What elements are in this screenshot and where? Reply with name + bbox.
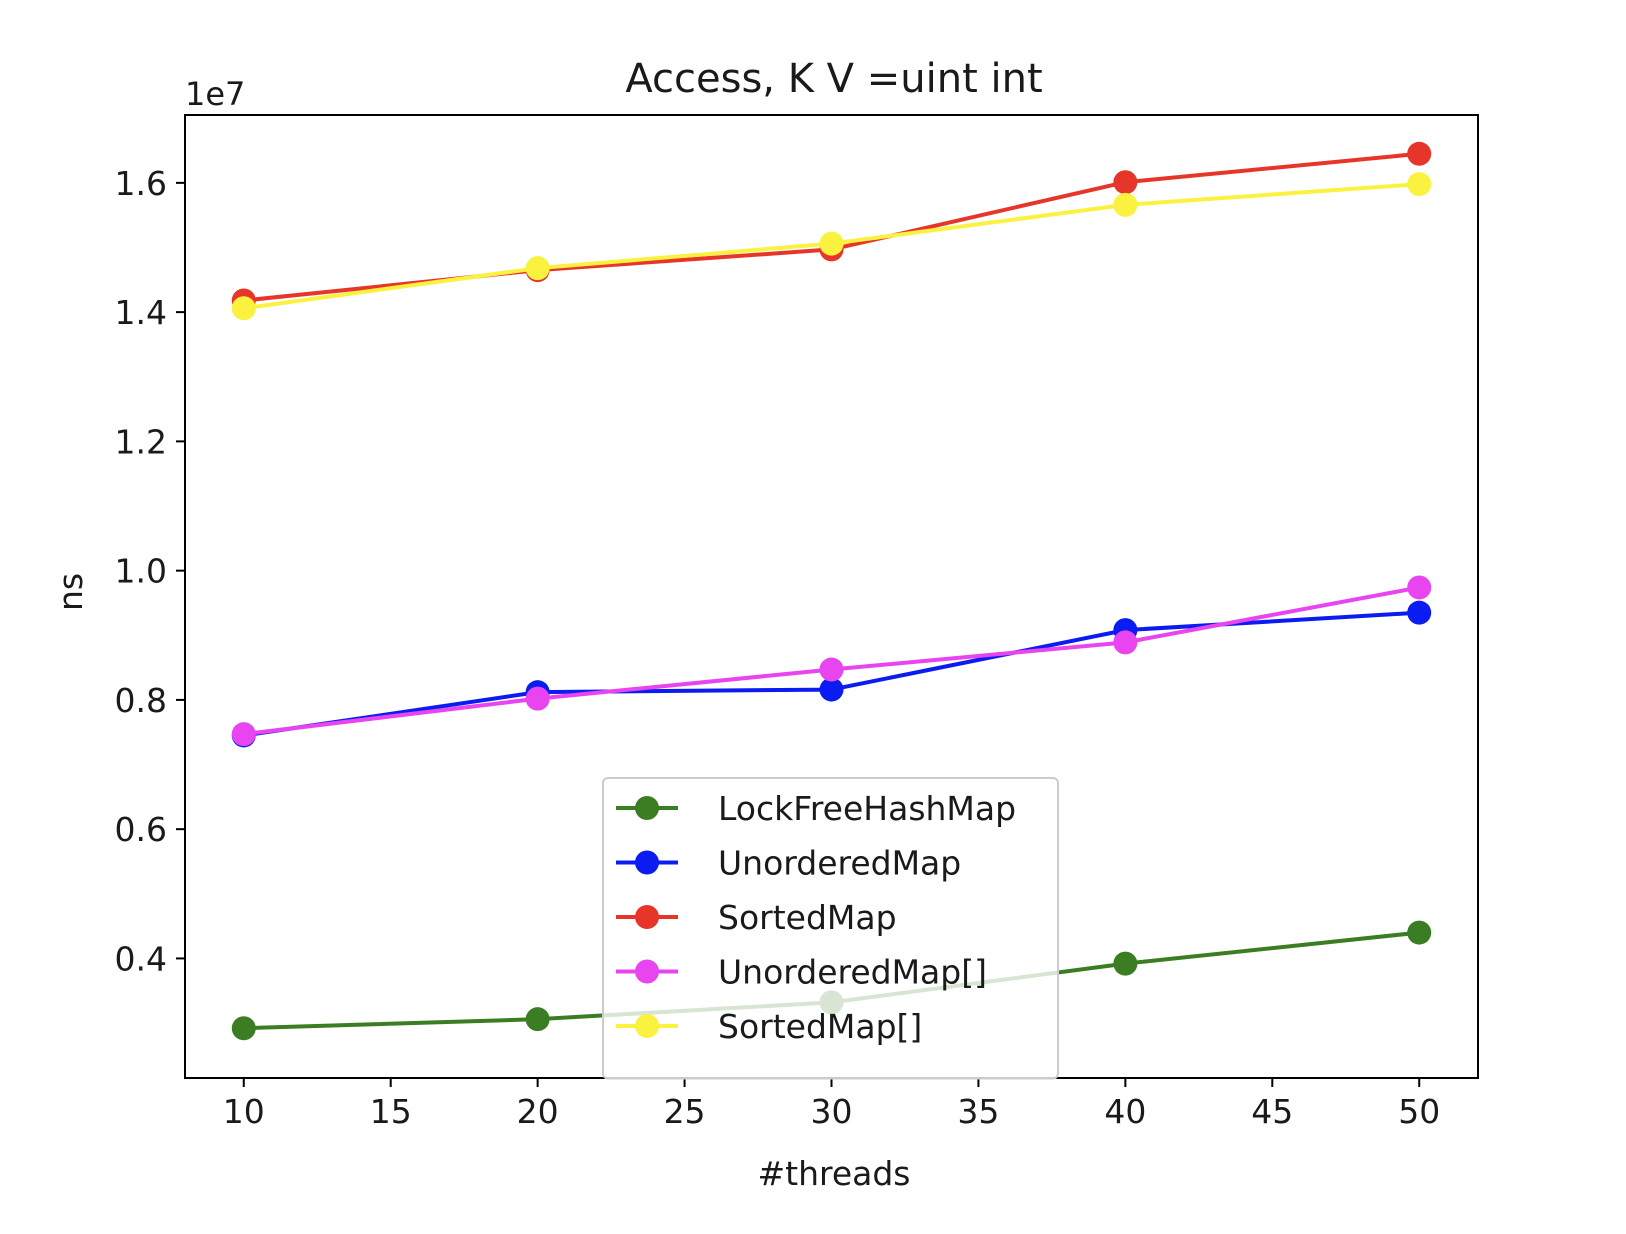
y-tick-label: 1.2 [115,422,167,461]
y-tick-label: 0.8 [115,681,167,720]
data-point [231,296,256,321]
legend-label: UnorderedMap[] [718,953,987,992]
y-tick-label: 1.6 [115,164,167,203]
data-point [1113,630,1138,655]
legend-label: SortedMap [718,898,897,937]
legend-item: UnorderedMap [616,844,961,883]
y-tick-label: 1.4 [115,293,167,332]
data-point [525,256,550,281]
y-axis-scale-label: 1e7 [185,75,245,113]
series-SortedMap[] [231,172,1432,321]
x-tick-label: 20 [517,1092,559,1131]
data-point [231,1016,256,1041]
legend-marker [635,905,659,929]
data-point [819,677,844,702]
legend-item: SortedMap [616,898,897,937]
series-layer [231,141,1432,1041]
x-tick-label: 10 [223,1092,265,1131]
legend-marker [635,850,659,875]
x-tick-label: 50 [1398,1092,1440,1131]
legend-label: SortedMap[] [718,1007,922,1046]
legend-item: LockFreeHashMap [616,789,1016,828]
x-tick-label: 25 [664,1092,706,1131]
x-tick-label: 40 [1104,1092,1146,1131]
x-axis-label: #threads [757,1154,910,1193]
legend-marker [635,796,659,820]
x-tick-label: 30 [811,1092,853,1131]
y-axis-label: ns [51,573,90,611]
legend-item: UnorderedMap[] [616,953,987,992]
legend: LockFreeHashMap UnorderedMap SortedMap Unor… [602,777,1059,1080]
data-point [1407,920,1432,945]
data-point [819,231,844,256]
legend-label: UnorderedMap [718,844,961,883]
y-tick-label: 0.4 [115,939,167,978]
x-axis: 10 15 20 25 30 35 40 45 50 [223,1078,1440,1131]
data-point [1407,575,1432,600]
data-point [1113,170,1138,195]
data-point [525,1007,550,1032]
y-tick-label: 0.6 [115,810,167,849]
y-axis: 0.4 0.6 0.8 1.0 1.2 1.4 1.6 [115,164,185,978]
legend-marker [635,959,659,984]
legend-label: LockFreeHashMap [718,789,1016,828]
x-tick-label: 45 [1251,1092,1293,1131]
x-tick-label: 35 [957,1092,999,1131]
data-point [525,686,550,711]
series-UnorderedMap[] [231,575,1432,747]
data-point [819,657,844,682]
data-point [1407,600,1432,625]
data-point [1113,192,1138,217]
data-point [1407,172,1432,197]
y-tick-label: 1.0 [115,552,167,591]
legend-item: SortedMap[] [616,1007,922,1046]
data-point [1407,141,1432,166]
data-point [231,722,256,747]
legend-box [602,777,1059,1080]
chart-title: Access, K V =uint int [625,56,1042,102]
data-point [1113,951,1138,976]
x-tick-label: 15 [370,1092,412,1131]
legend-marker [635,1014,659,1038]
